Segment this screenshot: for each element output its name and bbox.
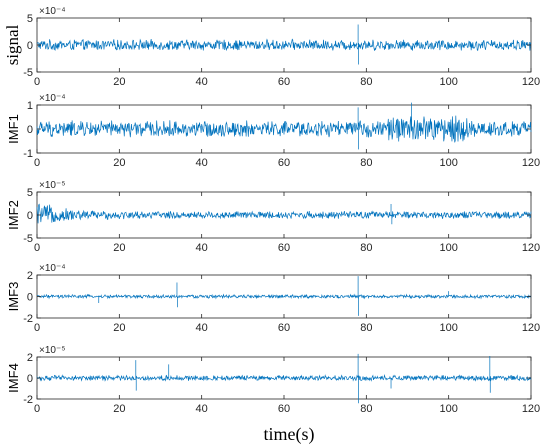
y-tick-label: 1	[27, 100, 33, 112]
y-tick-label: -1	[23, 148, 33, 160]
x-tick-label: 120	[522, 403, 540, 415]
x-tick-label: 80	[360, 322, 372, 334]
x-tick-label: 20	[113, 157, 125, 169]
series-line	[36, 203, 532, 225]
y-tick-label: -2	[23, 313, 33, 325]
x-tick-label: 40	[196, 403, 208, 415]
y-axis-label: IMF3	[6, 282, 21, 312]
x-tick-label: 80	[360, 242, 372, 254]
y-tick-label: 0	[27, 40, 33, 52]
x-tick-label: 0	[34, 403, 40, 415]
y-tick-label: 5	[27, 187, 33, 199]
x-tick-label: 100	[439, 157, 457, 169]
y-tick-label: 0	[27, 210, 33, 222]
y-exponent-label: ×10⁻⁴	[39, 263, 66, 274]
x-tick-label: 120	[522, 242, 540, 254]
x-tick-label: 100	[439, 242, 457, 254]
series-line	[36, 276, 532, 316]
y-axis-label: IMF4	[6, 363, 21, 393]
x-tick-label: 40	[196, 157, 208, 169]
y-axis-label: IMF1	[6, 114, 21, 144]
y-tick-label: 0	[27, 373, 33, 385]
y-axis-label: IMF2	[6, 200, 21, 230]
x-tick-label: 60	[278, 403, 290, 415]
x-tick-label: 100	[439, 403, 457, 415]
x-tick-label: 60	[278, 322, 290, 334]
x-tick-label: 60	[278, 242, 290, 254]
x-tick-label: 40	[196, 322, 208, 334]
x-tick-label: 100	[439, 322, 457, 334]
x-tick-label: 120	[522, 157, 540, 169]
x-tick-label: 60	[278, 76, 290, 88]
y-tick-label: 5	[27, 13, 33, 25]
x-tick-label: 0	[34, 157, 40, 169]
x-tick-label: 20	[113, 322, 125, 334]
y-exponent-label: ×10⁻⁵	[39, 180, 65, 191]
y-tick-label: -5	[23, 233, 33, 245]
x-tick-label: 120	[522, 76, 540, 88]
y-tick-label: 0	[27, 124, 33, 136]
y-tick-label: -5	[23, 67, 33, 79]
x-tick-label: 100	[439, 76, 457, 88]
y-exponent-label: ×10⁻⁴	[39, 6, 66, 17]
x-tick-label: 80	[360, 157, 372, 169]
y-tick-label: 2	[27, 352, 33, 364]
y-tick-label: 2	[27, 270, 33, 282]
x-tick-label: 60	[278, 157, 290, 169]
x-axis-label: time(s)	[264, 424, 315, 445]
x-tick-label: 0	[34, 242, 40, 254]
x-tick-label: 40	[196, 242, 208, 254]
x-tick-label: 20	[113, 403, 125, 415]
x-tick-label: 0	[34, 322, 40, 334]
x-tick-label: 120	[522, 322, 540, 334]
x-tick-label: 80	[360, 403, 372, 415]
y-axis-label: signal	[3, 24, 22, 65]
y-tick-label: 0	[27, 292, 33, 304]
y-exponent-label: ×10⁻⁵	[39, 345, 65, 356]
x-tick-label: 40	[196, 76, 208, 88]
series-line	[36, 353, 532, 404]
x-tick-label: 0	[34, 76, 40, 88]
series-line	[36, 102, 532, 150]
y-tick-label: -2	[23, 394, 33, 406]
y-exponent-label: ×10⁻⁴	[39, 93, 66, 104]
x-tick-label: 20	[113, 242, 125, 254]
x-tick-label: 20	[113, 76, 125, 88]
x-tick-label: 80	[360, 76, 372, 88]
series-line	[36, 24, 532, 65]
